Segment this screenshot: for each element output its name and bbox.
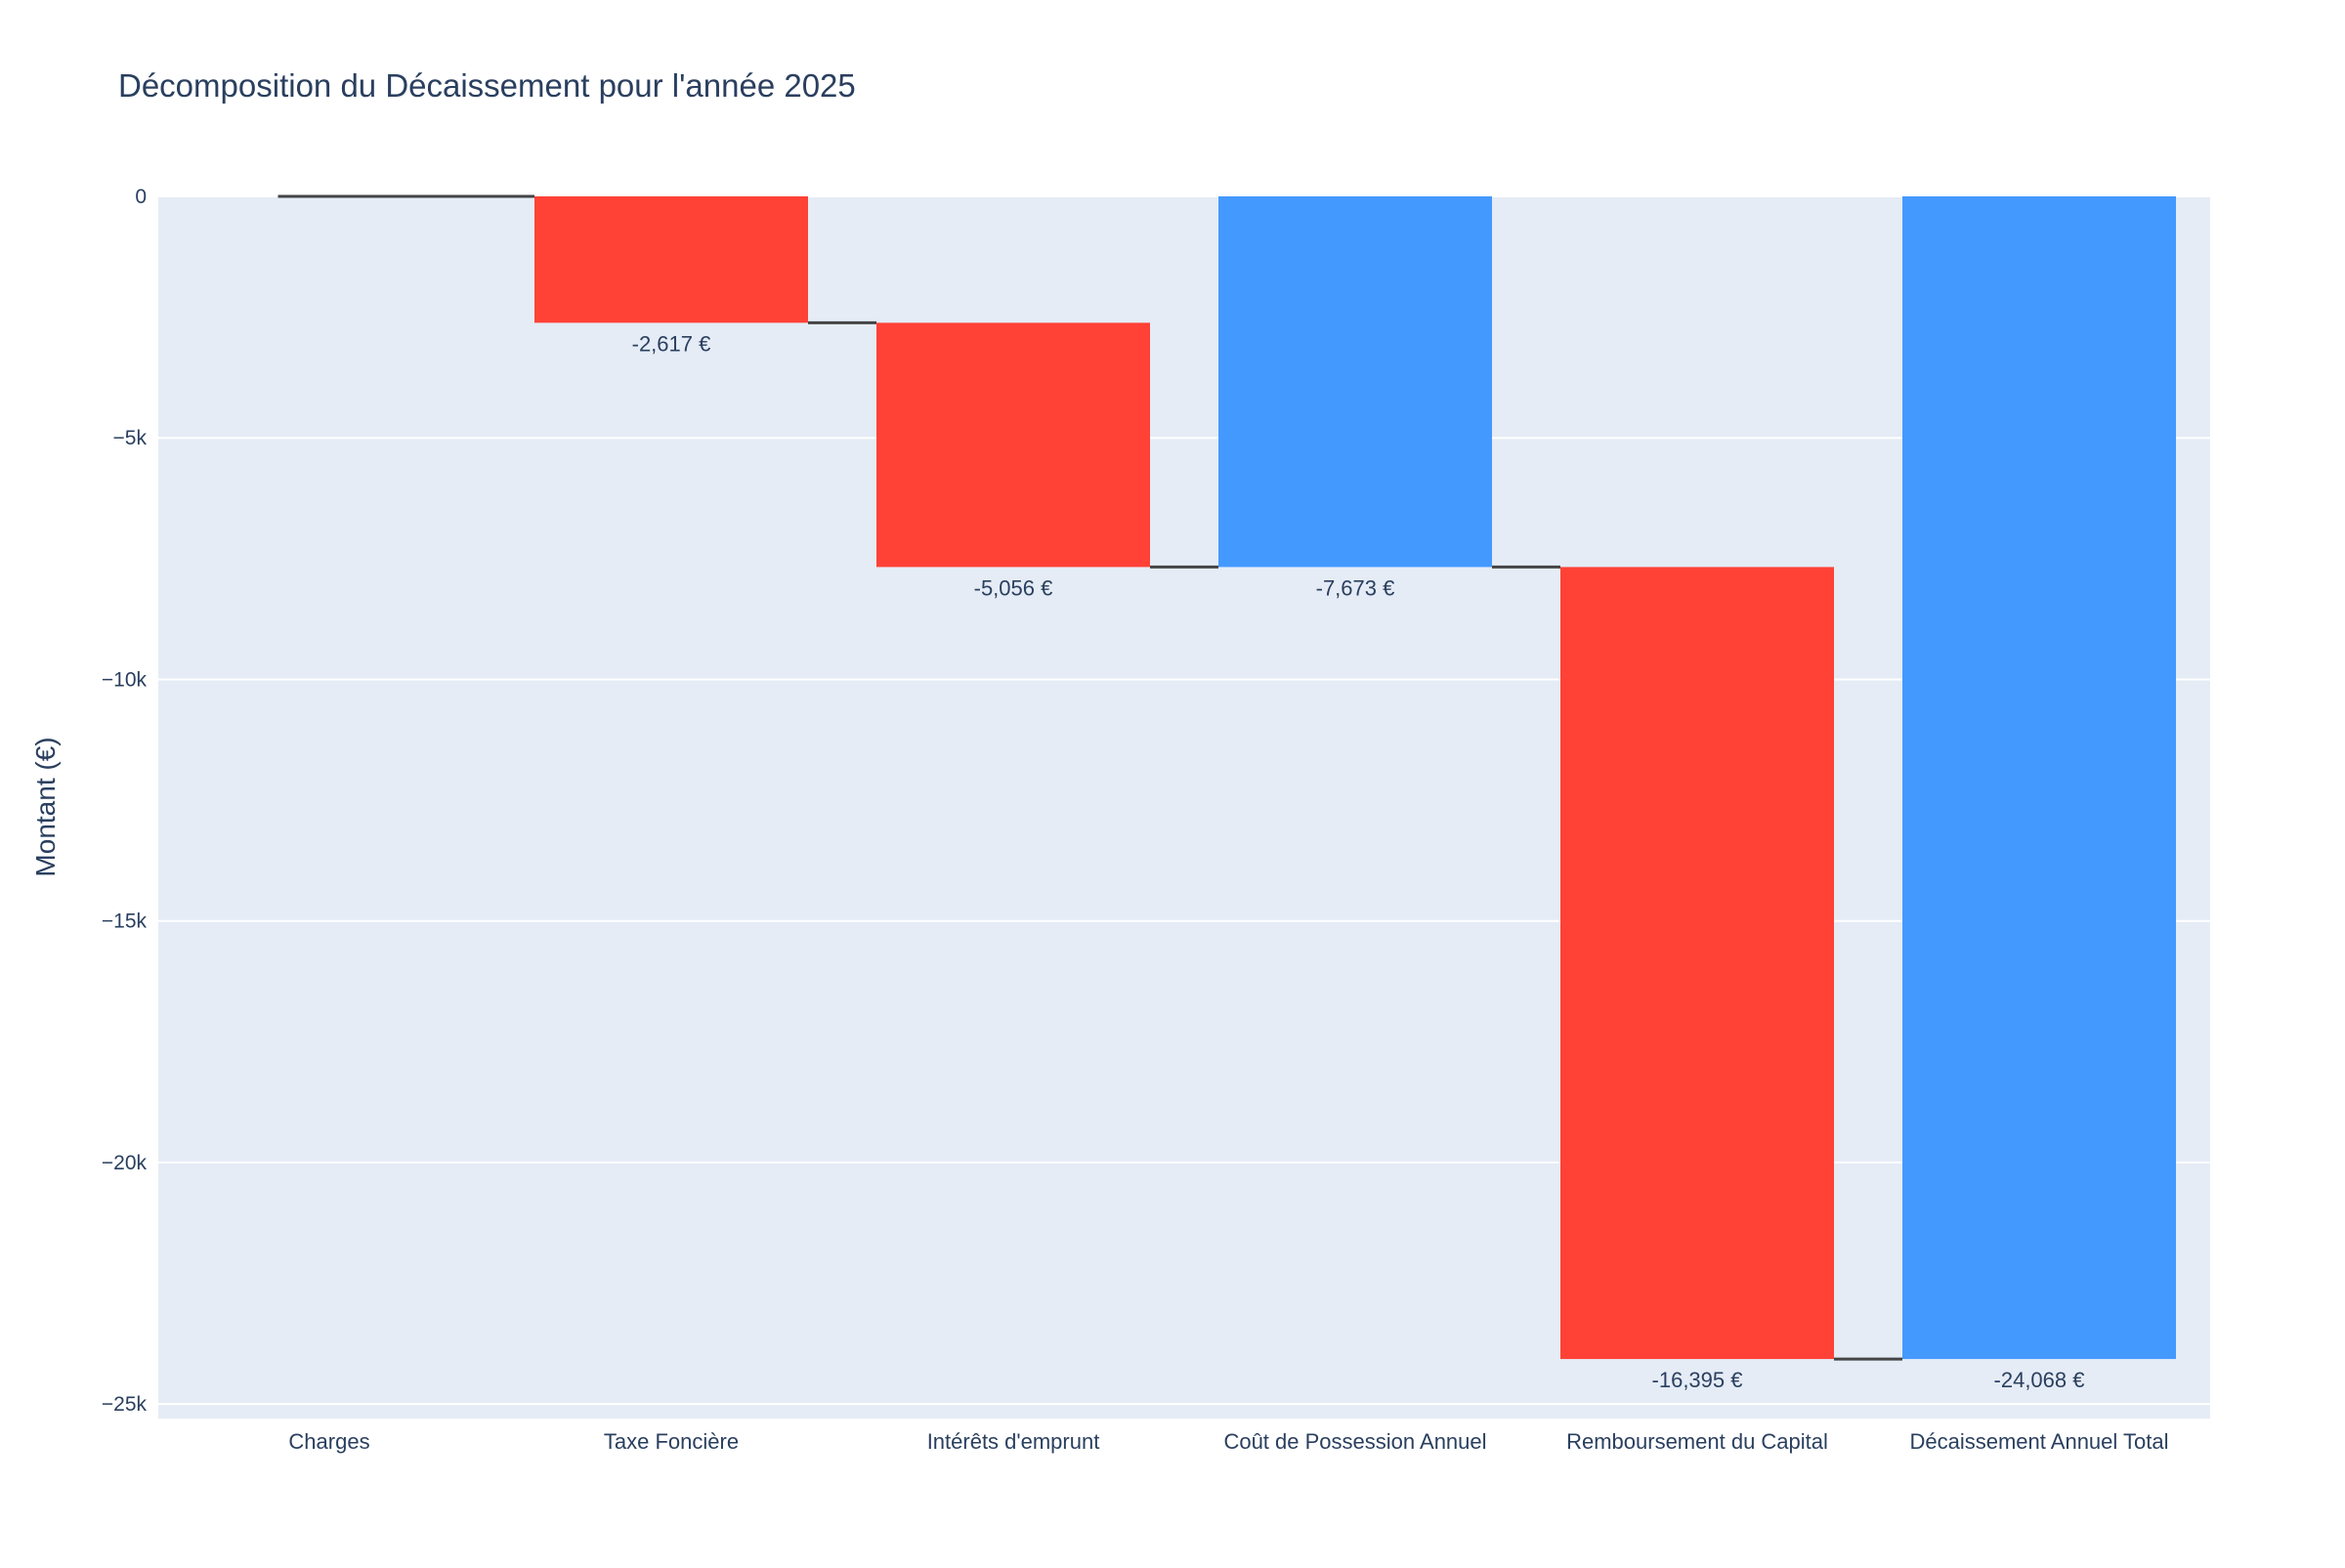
chart-title: Décomposition du Décaissement pour l'ann… [118,67,856,104]
y-tick-label: −5k [113,427,148,449]
x-tick-label: Charges [288,1429,369,1454]
y-tick-label: −15k [102,911,148,933]
x-tick-label: Coût de Possession Annuel [1223,1429,1486,1454]
y-axis-title: Montant (€) [30,737,61,876]
x-tick-label: Remboursement du Capital [1566,1429,1828,1454]
x-tick-label: Taxe Foncière [604,1429,739,1454]
bars [534,196,2176,1360]
y-tick-label: −25k [102,1393,148,1416]
data-label: -16,395 € [1652,1368,1743,1392]
bar [1902,196,2176,1360]
data-label: -2,617 € [632,331,711,356]
data-labels: -2,617 € -5,056 € -7,673 € -16,395 € -24,068… [632,331,2085,1392]
plot-area [158,196,2210,1419]
y-tick-label: −20k [102,1152,148,1174]
data-label: -7,673 € [1316,575,1395,600]
x-tick-label: Décaissement Annuel Total [1910,1429,2169,1454]
data-label: -5,056 € [974,575,1053,600]
y-tick-label: 0 [135,186,147,208]
x-axis-ticks: Charges Taxe Foncière Intérêts d'emprunt Co… [288,1429,2168,1454]
bar [534,196,808,323]
bar [1218,196,1492,568]
bar [1560,567,1834,1360]
x-tick-label: Intérêts d'emprunt [927,1429,1100,1454]
y-axis-ticks: 0 −5k −10k −15k −20k −25k [102,186,148,1416]
connectors [277,194,1902,1361]
data-label: -24,068 € [1994,1368,2085,1392]
bar [876,322,1150,568]
y-tick-label: −10k [102,668,148,691]
